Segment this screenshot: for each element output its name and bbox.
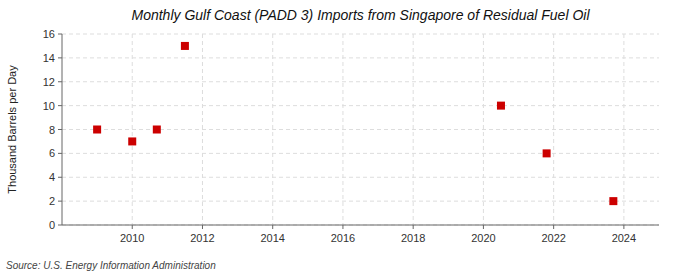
y-tick	[58, 57, 62, 58]
grid-line-x	[202, 34, 203, 225]
x-tick-label: 2016	[331, 232, 355, 244]
y-tick-label: 16	[43, 28, 55, 40]
points	[93, 42, 617, 205]
grid-line-y	[62, 105, 659, 106]
grid-line-y	[62, 81, 659, 82]
x-tick-label: 2014	[260, 232, 284, 244]
x-tick	[202, 225, 203, 229]
grid-line-x	[553, 34, 554, 225]
y-tick	[58, 105, 62, 106]
x-tick	[413, 225, 414, 229]
chart-svg: 2010 2012 2014 2016 2018 2020 2022 2024 0 2 4 6 8 10 1…	[0, 0, 675, 275]
y-tick-label: 8	[49, 124, 55, 136]
axes: 2010 2012 2014 2016 2018 2020 2022 2024 0 2 4 6 8 10 1…	[43, 28, 659, 244]
point	[181, 42, 189, 50]
grid-line-y	[62, 153, 659, 154]
grid-line-x	[132, 34, 133, 225]
y-tick	[58, 153, 62, 154]
x-tick	[342, 225, 343, 229]
y-tick-label: 10	[43, 100, 55, 112]
grid-line-y	[62, 225, 659, 226]
point	[497, 102, 505, 110]
grid-line-y	[62, 57, 659, 58]
x-axis-line	[62, 225, 659, 226]
x-tick	[483, 225, 484, 229]
x-tick	[132, 225, 133, 229]
grid-line-y	[62, 177, 659, 178]
grid-line-y	[62, 129, 659, 130]
y-tick-label: 2	[49, 195, 55, 207]
title: Monthly Gulf Coast (PADD 3) Imports from…	[131, 7, 590, 23]
x-tick	[272, 225, 273, 229]
grid-line-x	[272, 34, 273, 225]
x-tick-label: 2010	[120, 232, 144, 244]
source-note: Source: U.S. Energy Information Administ…	[6, 260, 216, 271]
x-tick	[553, 225, 554, 229]
x-tick-label: 2018	[401, 232, 425, 244]
chart-container: 2010 2012 2014 2016 2018 2020 2022 2024 0 2 4 6 8 10 1…	[0, 0, 675, 275]
y-tick	[58, 225, 62, 226]
x-tick-label: 2012	[190, 232, 214, 244]
grid-line-x	[483, 34, 484, 225]
y-axis-label: Thousand Barrels per Day	[6, 65, 18, 194]
point	[93, 126, 101, 134]
y-tick-label: 4	[49, 171, 55, 183]
x-tick-label: 2020	[471, 232, 495, 244]
grid-line-x	[623, 34, 624, 225]
point	[153, 126, 161, 134]
grid-line-x	[342, 34, 343, 225]
y-tick	[58, 201, 62, 202]
x-tick-label: 2022	[541, 232, 565, 244]
y-tick-label: 6	[49, 147, 55, 159]
y-tick	[58, 177, 62, 178]
y-tick-label: 14	[43, 52, 55, 64]
y-tick-label: 12	[43, 76, 55, 88]
grid	[62, 34, 659, 225]
grid-line-x	[413, 34, 414, 225]
y-tick	[58, 129, 62, 130]
grid-line-y	[62, 201, 659, 202]
point	[543, 149, 551, 157]
y-tick	[58, 81, 62, 82]
grid-line-y	[62, 34, 659, 35]
x-tick	[623, 225, 624, 229]
y-tick-label: 0	[49, 219, 55, 231]
x-tick-label: 2024	[612, 232, 636, 244]
y-tick	[58, 34, 62, 35]
point	[128, 137, 136, 145]
point	[609, 197, 617, 205]
